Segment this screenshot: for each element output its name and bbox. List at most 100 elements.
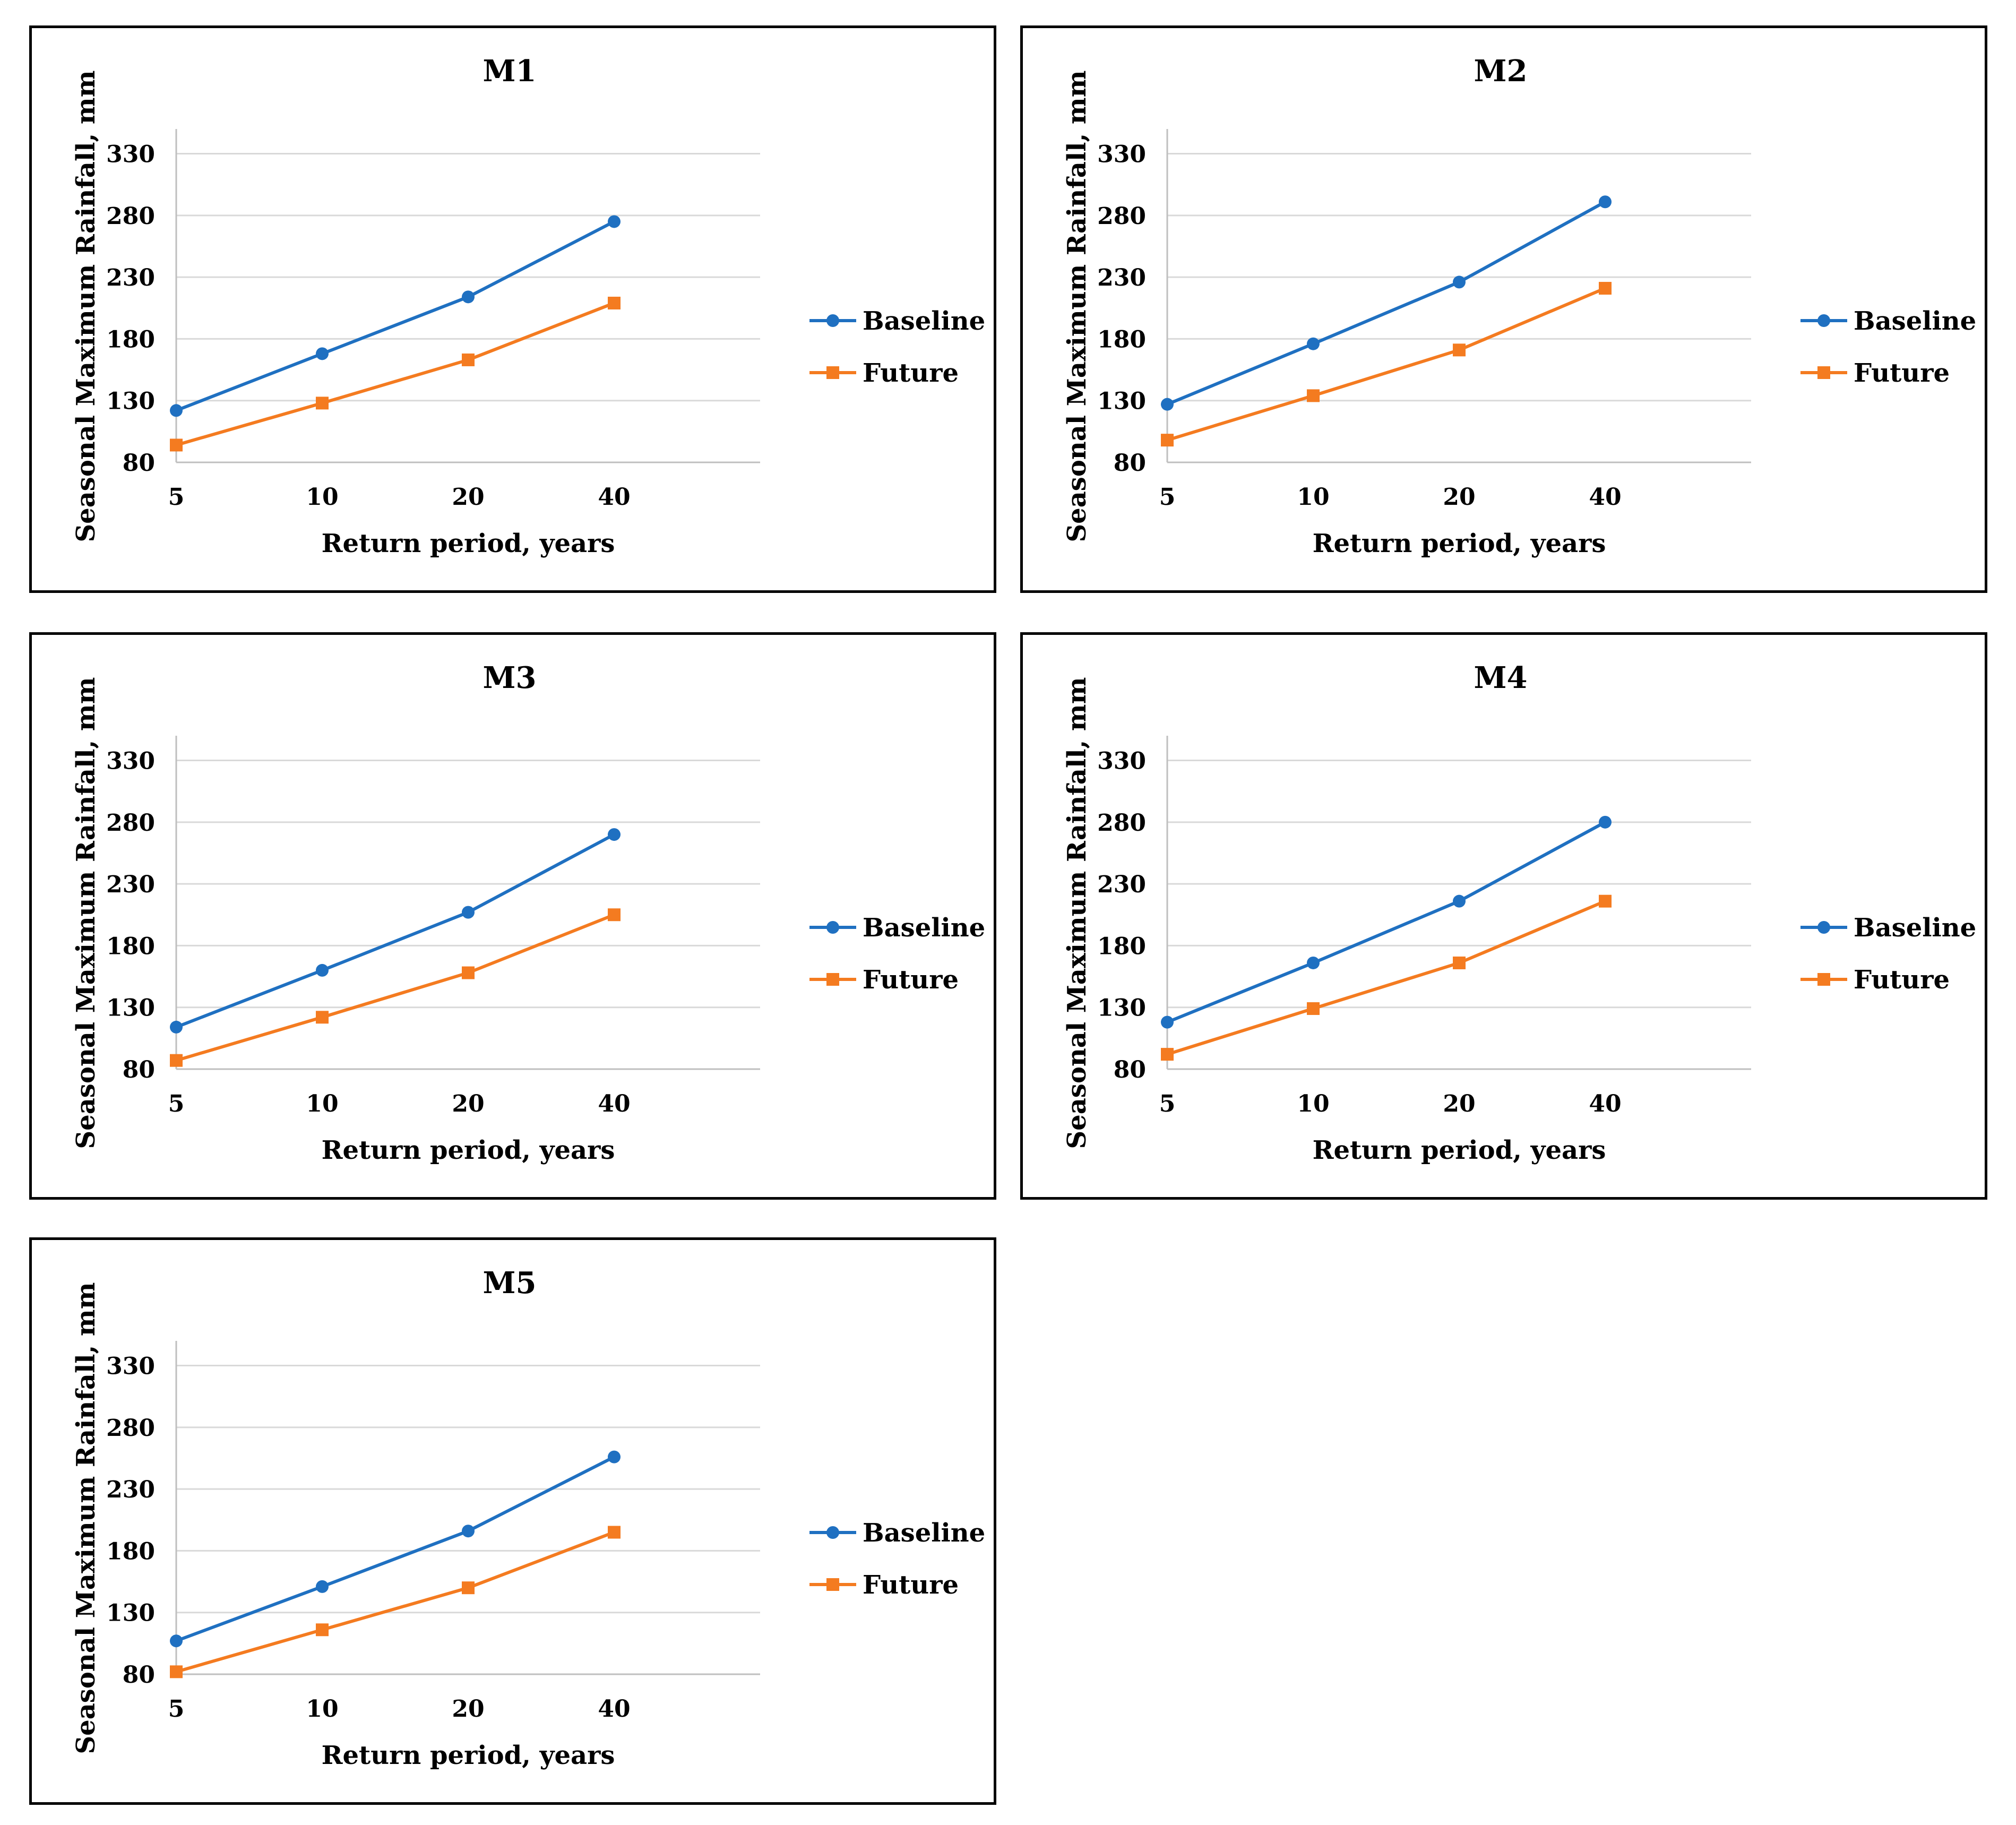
chart-panel-m1: M1 80 130 180 230 280 330 5 10 20 40 Return period,… — [29, 25, 996, 593]
chart-title: M2 — [1474, 54, 1528, 89]
y-tick-label: 230 — [106, 871, 155, 898]
x-tick-label: 10 — [306, 1090, 338, 1117]
chart-svg: M1 80 130 180 230 280 330 5 10 20 40 Return period,… — [71, 54, 985, 558]
legend-marker-baseline — [1817, 921, 1830, 934]
chart-svg: M3 80 130 180 230 280 330 5 10 20 40 Return period,… — [71, 660, 985, 1165]
series-line-future — [176, 913, 615, 1062]
data-point-baseline — [1161, 398, 1174, 411]
data-point-baseline — [1161, 1015, 1174, 1029]
data-point-baseline — [170, 1634, 183, 1648]
data-point-baseline — [1453, 894, 1466, 908]
data-point-baseline — [170, 404, 183, 417]
y-tick-label: 80 — [1114, 1056, 1146, 1083]
legend-marker-baseline — [1817, 314, 1830, 327]
data-point-baseline — [608, 215, 621, 228]
data-point-baseline — [462, 906, 475, 919]
series-line-baseline — [175, 1455, 615, 1643]
data-point-baseline — [170, 1020, 183, 1034]
legend-label-future: Future — [863, 1570, 959, 1600]
chart-panel-m2: M2 80 130 180 230 280 330 5 10 20 40 Return period,… — [1020, 25, 1987, 593]
x-tick-label: 20 — [1443, 1090, 1475, 1117]
legend-marker-baseline — [826, 1526, 839, 1539]
data-point-future — [608, 908, 621, 922]
data-point-baseline — [1307, 337, 1320, 350]
y-tick-label: 230 — [106, 264, 155, 291]
x-tick-label: 5 — [1159, 484, 1176, 511]
y-tick-label: 80 — [1114, 450, 1146, 477]
data-point-baseline — [462, 1525, 475, 1538]
x-tick-label: 20 — [452, 1090, 484, 1117]
y-tick-label: 180 — [106, 326, 155, 353]
y-tick-label: 130 — [106, 1600, 155, 1627]
data-point-future — [170, 1054, 183, 1067]
data-point-baseline — [462, 290, 475, 304]
series-line-future — [1167, 287, 1606, 442]
legend-marker-future — [826, 366, 839, 379]
legend-marker-future — [826, 973, 839, 986]
data-point-future — [316, 1623, 329, 1637]
data-point-future — [1453, 343, 1466, 357]
data-point-future — [316, 397, 329, 410]
y-tick-label: 280 — [106, 810, 155, 837]
series-line-baseline — [1166, 821, 1606, 1024]
x-tick-label: 20 — [452, 1695, 484, 1723]
chart-title: M5 — [483, 1266, 537, 1301]
data-point-future — [170, 438, 183, 452]
chart-svg: M5 80 130 180 230 280 330 5 10 20 40 Return period,… — [71, 1266, 985, 1770]
y-tick-label: 280 — [106, 1415, 155, 1442]
y-tick-label: 80 — [123, 1056, 155, 1083]
y-tick-label: 330 — [106, 141, 155, 168]
data-point-baseline — [1599, 815, 1612, 829]
x-tick-label: 40 — [1589, 484, 1621, 511]
chart-svg: M2 80 130 180 230 280 330 5 10 20 40 Return period,… — [1062, 54, 1976, 558]
legend-marker-baseline — [826, 921, 839, 934]
data-point-future — [608, 296, 621, 309]
series-line-future — [176, 1530, 615, 1674]
x-axis-label: Return period, years — [322, 1135, 615, 1165]
legend-marker-future — [1817, 973, 1830, 986]
y-tick-label: 180 — [1097, 326, 1146, 353]
y-tick-label: 330 — [106, 1353, 155, 1380]
y-tick-label: 180 — [106, 933, 155, 960]
y-tick-label: 180 — [106, 1538, 155, 1565]
x-tick-label: 20 — [452, 484, 484, 511]
y-tick-label: 330 — [1097, 141, 1146, 168]
y-tick-label: 180 — [1097, 933, 1146, 960]
y-tick-label: 280 — [106, 203, 155, 230]
data-point-baseline — [1599, 195, 1612, 209]
x-axis-label: Return period, years — [1313, 529, 1606, 558]
x-tick-label: 40 — [1589, 1090, 1621, 1117]
chart-title: M1 — [483, 54, 537, 89]
legend-label-baseline: Baseline — [1854, 306, 1976, 336]
y-tick-label: 80 — [123, 450, 155, 477]
x-tick-label: 40 — [598, 1695, 630, 1723]
y-axis-label: Seasonal Maximum Rainfall, mm — [71, 1282, 101, 1754]
series-line-baseline — [175, 220, 615, 412]
y-tick-label: 130 — [1097, 995, 1146, 1022]
chart-title: M4 — [1474, 660, 1528, 695]
x-tick-label: 10 — [1297, 484, 1329, 511]
data-point-baseline — [608, 1450, 621, 1464]
chart-panel-m4: M4 80 130 180 230 280 330 5 10 20 40 Return period,… — [1020, 632, 1987, 1200]
legend-label-baseline: Baseline — [1854, 913, 1976, 943]
chart-panel-m5: M5 80 130 180 230 280 330 5 10 20 40 Return period,… — [29, 1237, 996, 1805]
data-point-future — [1307, 1002, 1320, 1015]
x-axis-label: Return period, years — [322, 1741, 615, 1770]
chart-panel-m3: M3 80 130 180 230 280 330 5 10 20 40 Return period,… — [29, 632, 996, 1200]
data-point-baseline — [1307, 956, 1320, 969]
y-tick-label: 130 — [106, 995, 155, 1022]
y-axis-label: Seasonal Maximum Rainfall, mm — [1062, 70, 1092, 542]
y-tick-label: 130 — [106, 388, 155, 415]
series-line-future — [1167, 899, 1606, 1056]
y-tick-label: 80 — [123, 1662, 155, 1689]
series-line-baseline — [1166, 200, 1606, 406]
y-tick-label: 330 — [106, 748, 155, 775]
data-point-future — [608, 1526, 621, 1539]
data-point-future — [1161, 1048, 1174, 1061]
y-tick-label: 230 — [106, 1476, 155, 1503]
legend-label-future: Future — [863, 965, 959, 995]
chart-title: M3 — [483, 660, 537, 695]
x-tick-label: 5 — [168, 1695, 185, 1723]
data-point-future — [462, 353, 475, 366]
y-axis-label: Seasonal Maximum Rainfall, mm — [71, 677, 101, 1149]
